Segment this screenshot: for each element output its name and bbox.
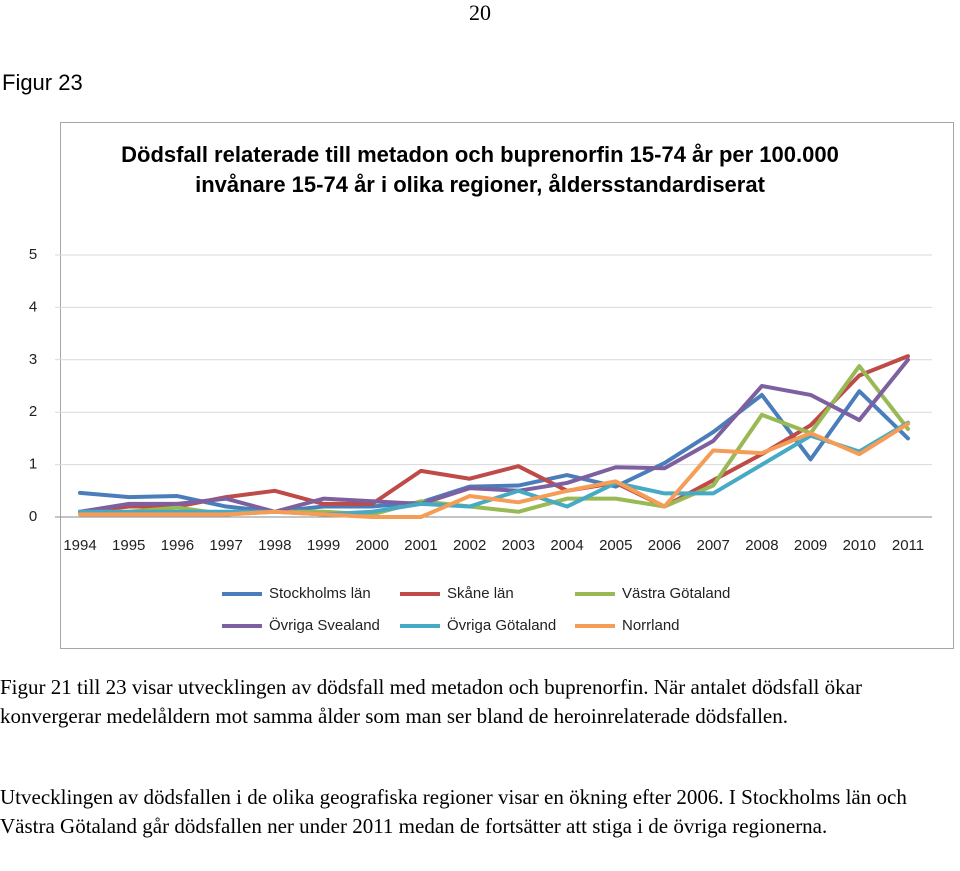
y-tick-label: 4	[29, 298, 37, 315]
y-tick-label: 3	[29, 351, 37, 368]
x-tick-label: 2003	[502, 537, 535, 554]
legend-label: Skåne län	[447, 585, 514, 602]
x-tick-label: 1997	[209, 537, 242, 554]
x-tick-label: 1996	[161, 537, 194, 554]
x-tick-label: 1994	[63, 537, 96, 554]
x-tick-label: 2010	[843, 537, 876, 554]
x-tick-label: 2011	[892, 537, 924, 554]
legend-label: Övriga Götaland	[447, 616, 556, 634]
y-tick-label: 0	[29, 508, 37, 525]
x-tick-label: 2005	[599, 537, 632, 554]
series-line	[78, 421, 910, 519]
series-line	[78, 357, 910, 514]
x-tick-label: 2000	[356, 537, 389, 554]
x-tick-label: 1995	[112, 537, 145, 554]
y-tick-label: 1	[29, 456, 37, 473]
y-tick-label: 5	[29, 246, 37, 263]
x-tick-label: 2001	[404, 537, 437, 554]
paragraph: Figur 21 till 23 visar utvecklingen av d…	[0, 675, 862, 728]
figure-label: Figur 23	[2, 70, 83, 95]
series-line	[78, 389, 910, 514]
x-tick-label: 2008	[745, 537, 778, 554]
x-tick-label: 2009	[794, 537, 827, 554]
paragraph: Utvecklingen av dödsfallen i de olika ge…	[0, 785, 907, 838]
page-number: 20	[469, 0, 491, 25]
chart-frame	[60, 122, 954, 649]
legend-label: Västra Götaland	[622, 585, 730, 602]
legend-label: Norrland	[622, 617, 680, 634]
legend-label: Stockholms län	[269, 585, 371, 602]
x-tick-label: 2007	[696, 537, 729, 554]
x-tick-label: 2004	[550, 537, 583, 554]
x-tick-label: 1999	[307, 537, 340, 554]
x-tick-label: 1998	[258, 537, 291, 554]
x-tick-label: 2002	[453, 537, 486, 554]
legend-label: Övriga Svealand	[269, 616, 380, 634]
chart-title: Dödsfall relaterade till metadon och bup…	[121, 142, 839, 197]
x-tick-label: 2006	[648, 537, 681, 554]
y-tick-label: 2	[29, 403, 37, 420]
